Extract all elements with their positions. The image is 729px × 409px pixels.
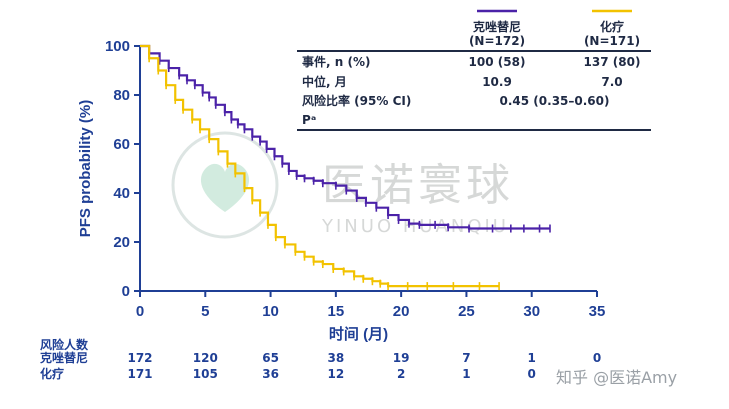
summary-table: 克唑替尼 化疗 (N=172) (N=171) 事件, n (%) 100 (58) 137…	[297, 9, 651, 131]
table-row-label: 事件, n (%)	[302, 54, 370, 69]
table-cell-crizotinib: 100 (58)	[469, 55, 526, 69]
watermark-credit: 知乎 @医诺Amy	[556, 368, 677, 387]
series-line-1	[140, 44, 500, 288]
at-risk-value: 1	[528, 351, 536, 365]
at-risk-value: 12	[328, 367, 345, 381]
x-axis-title: 时间 (月)	[329, 325, 388, 343]
watermark: 医诺寰球 YINUO HUANQIU	[171, 131, 514, 239]
y-tick-label: 20	[113, 234, 130, 251]
y-tick-label: 60	[113, 136, 130, 153]
x-tick-label: 10	[262, 303, 279, 320]
y-tick-label: 0	[122, 283, 130, 300]
x-tick-label: 0	[136, 303, 144, 320]
at-risk-value: 105	[193, 367, 218, 381]
watermark-heart-icon	[200, 163, 250, 212]
table-cell-chemo: 137 (80)	[584, 55, 641, 69]
at-risk-value: 36	[262, 367, 279, 381]
table-row-label: 中位, 月	[302, 74, 347, 89]
at-risk-value: 120	[193, 351, 218, 365]
x-tick-label: 35	[589, 303, 606, 320]
at-risk-title: 风险人数	[40, 337, 89, 352]
legend-label-chemo: 化疗	[600, 19, 624, 34]
table-row-label: Pᵃ	[302, 113, 316, 127]
at-risk-value: 7	[462, 351, 470, 365]
at-risk-value: 1	[462, 367, 470, 381]
y-tick-label: 80	[113, 87, 130, 104]
x-tick-label: 20	[393, 303, 410, 320]
x-tick-label: 5	[201, 303, 209, 320]
at-risk-value: 65	[262, 351, 279, 365]
watermark-text: 医诺寰球	[322, 160, 514, 211]
at-risk-value: 19	[393, 351, 410, 365]
x-tick-label: 30	[523, 303, 540, 320]
legend-label-crizotinib: 克唑替尼	[473, 19, 521, 34]
y-tick-label: 100	[105, 38, 130, 55]
at-risk-value: 38	[328, 351, 345, 365]
legend-n-chemo: (N=171)	[584, 34, 640, 48]
series-group	[140, 44, 551, 291]
watermark-subtext: YINUO HUANQIU	[321, 216, 509, 237]
at-risk-row-label: 化疗	[40, 366, 64, 381]
table-cell-crizotinib: 10.9	[482, 75, 512, 89]
x-tick-label: 25	[458, 303, 475, 320]
axes: 0 5 10 15 20 25 30 35 0 20 40 60 80 100 时间 (月) PFS prob…	[77, 38, 605, 343]
x-tick-label: 15	[328, 303, 345, 320]
at-risk-value: 171	[127, 367, 152, 381]
y-axis-title: PFS probability (%)	[77, 100, 94, 238]
legend-n-crizotinib: (N=172)	[469, 34, 525, 48]
table-cell-chemo: 7.0	[601, 75, 622, 89]
at-risk-value: 172	[127, 351, 152, 365]
table-row-label: 风险比率 (95% CI)	[302, 93, 411, 108]
at-risk-value: 2	[397, 367, 405, 381]
at-risk-row-label: 克唑替尼	[40, 350, 88, 365]
at-risk-value: 0	[593, 351, 601, 365]
watermark-logo-ring	[171, 131, 279, 239]
y-tick-label: 40	[113, 185, 130, 202]
at-risk-value: 0	[528, 367, 536, 381]
table-cell-merged: 0.45 (0.35–0.60)	[500, 94, 610, 108]
